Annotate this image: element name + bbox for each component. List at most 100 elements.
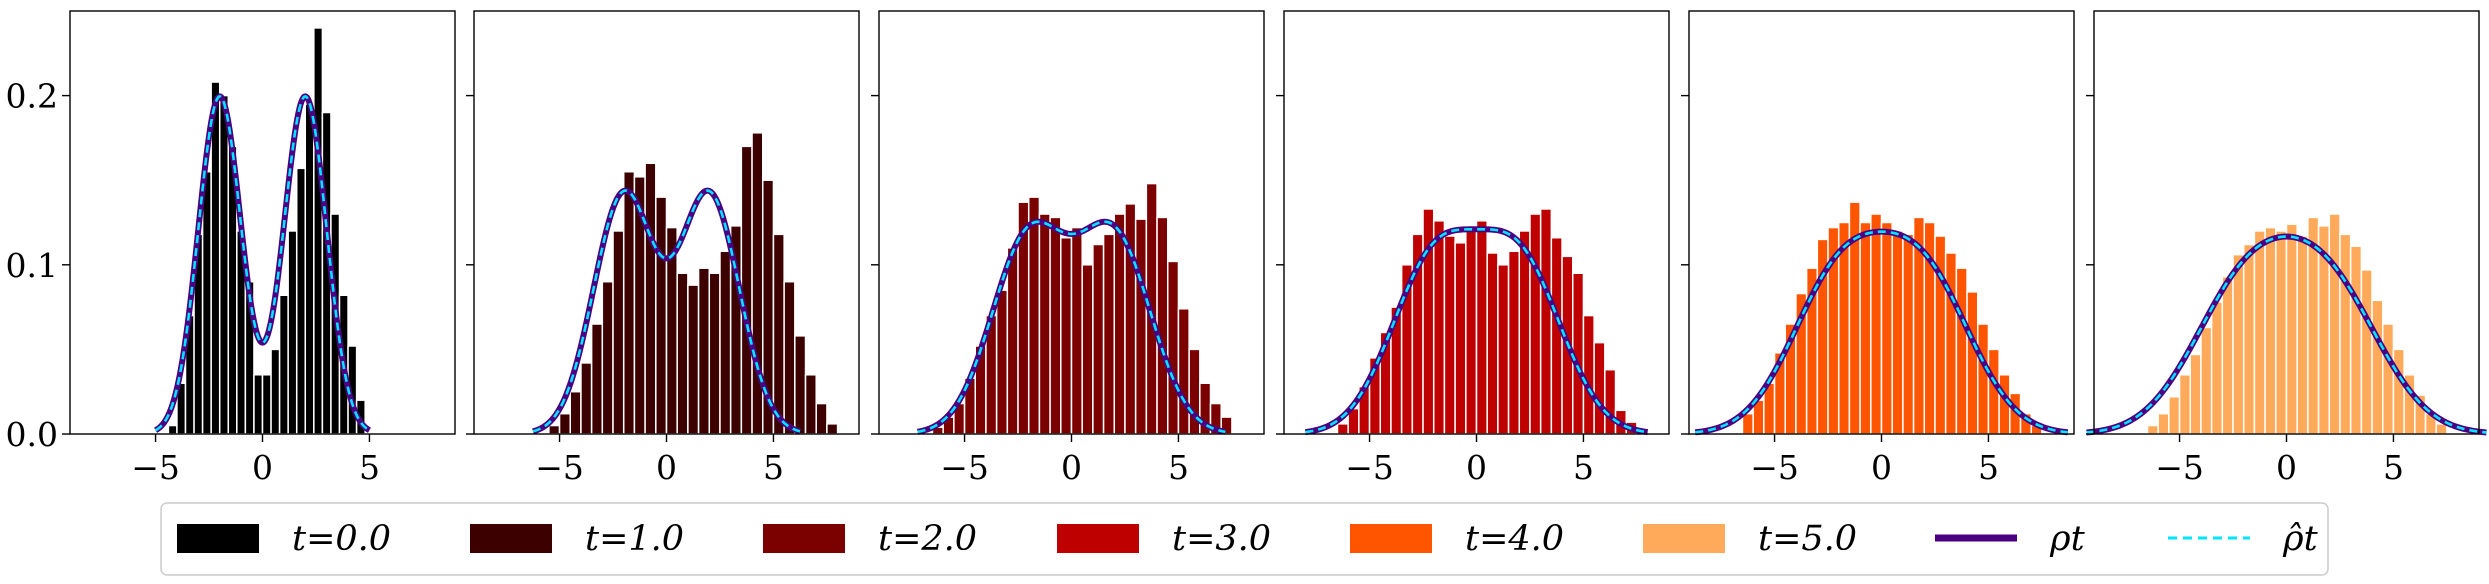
histogram-bar xyxy=(2242,243,2256,435)
histogram-bar xyxy=(580,362,593,435)
histogram-bar xyxy=(548,424,561,435)
x-tick-label: 0 xyxy=(2276,448,2297,487)
panel-5: −5 0 5 xyxy=(2085,10,2488,487)
histogram-bars xyxy=(1336,208,1638,435)
histogram-bar xyxy=(697,267,711,435)
y-tick-label: 0.2 xyxy=(6,77,58,116)
histogram-bar xyxy=(676,272,689,435)
histogram-bar xyxy=(1966,291,1979,435)
histogram-bars xyxy=(167,27,366,435)
histogram-bar xyxy=(1006,247,1019,435)
histogram-bar xyxy=(1507,250,1521,435)
x-tick-label: 0 xyxy=(1061,448,1082,487)
legend-item: t=5.0 xyxy=(1643,519,1857,559)
histogram-bar xyxy=(1944,252,1958,435)
histogram-bar xyxy=(2360,269,2373,435)
histogram-bar xyxy=(1593,341,1606,435)
histogram-bar xyxy=(278,294,289,435)
histogram-bar xyxy=(1177,308,1190,435)
legend: t=0.0 t=1.0 t=2.0 t=3.0 t=4.0 t=5.0 ρt ρ̂t xyxy=(160,502,2329,576)
histogram-bar xyxy=(2146,424,2159,435)
legend-swatch xyxy=(1350,524,1432,553)
histogram-bar xyxy=(2264,226,2277,435)
x-tick-label: 0 xyxy=(656,448,677,487)
x-tick-label: 5 xyxy=(359,448,380,487)
histogram-bar xyxy=(2339,233,2352,435)
histogram-bar xyxy=(644,162,657,435)
legend-label: t=0.0 xyxy=(292,519,391,559)
histogram-bars xyxy=(1741,201,2043,435)
x-tick-label: 0 xyxy=(252,448,273,487)
x-tick-label: −5 xyxy=(1750,448,1799,487)
histogram-bar xyxy=(1167,260,1180,435)
histogram-bar xyxy=(2178,374,2192,435)
legend-swatch xyxy=(470,524,552,553)
histogram-bar xyxy=(210,81,221,435)
panel-4: −5 0 5 xyxy=(1681,10,2075,487)
histogram-bar xyxy=(558,412,571,435)
histogram-bar xyxy=(2221,275,2234,435)
x-tick-label: −5 xyxy=(131,448,180,487)
histogram-bar xyxy=(2168,396,2181,435)
histogram-bar xyxy=(1092,243,1105,435)
histogram-bar xyxy=(569,390,582,435)
histogram-bar xyxy=(1529,213,1542,435)
x-tick-label: 5 xyxy=(2383,448,2404,487)
histogram-bar xyxy=(815,402,828,435)
histogram-bar xyxy=(167,424,178,435)
histogram-bar xyxy=(1465,230,1478,435)
histogram-bar xyxy=(2189,353,2202,435)
histogram-bar xyxy=(313,27,324,435)
histogram-bar xyxy=(2275,230,2288,435)
legend-item: t=0.0 xyxy=(177,519,391,559)
histogram-bar xyxy=(2253,230,2266,435)
x-tick-label: −5 xyxy=(2155,448,2204,487)
histogram-bar xyxy=(794,335,807,435)
histogram-bar xyxy=(1880,221,1893,435)
histogram-bar xyxy=(1113,213,1126,435)
legend-label: t=2.0 xyxy=(878,519,977,559)
legend-swatch xyxy=(177,524,259,553)
histogram-bar xyxy=(261,374,272,435)
histogram-bar xyxy=(2349,245,2363,435)
histogram-bar xyxy=(612,230,625,435)
x-tick-label: −5 xyxy=(1345,448,1394,487)
rho-hat-curve xyxy=(917,220,1226,434)
legend-swatch xyxy=(763,524,845,553)
histogram-bar xyxy=(253,374,264,435)
axes-frame xyxy=(69,10,456,435)
histogram-bar xyxy=(751,132,764,435)
histogram-bar xyxy=(218,94,230,435)
x-tick-label: 5 xyxy=(1573,448,1594,487)
legend-box xyxy=(160,502,2329,576)
histogram-bar xyxy=(2296,235,2309,435)
histogram-bar xyxy=(783,280,796,435)
histogram-bar xyxy=(1902,233,1915,435)
x-tick-label: 0 xyxy=(1871,448,1892,487)
panel-2: −5 0 5 xyxy=(871,10,1265,487)
panel-1: −5 0 5 xyxy=(466,10,860,487)
panels: −5 0 5 0.0 0.1 0.2 −5 0 5 −5 0 5 −5 0 5 −5 0 5 −5 0 5 xyxy=(6,10,2488,487)
rho-curve xyxy=(531,187,802,435)
legend-label: t=3.0 xyxy=(1172,519,1271,559)
histogram-bar xyxy=(1081,264,1094,435)
x-tick-label: −5 xyxy=(535,448,584,487)
histogram-bar xyxy=(2232,253,2245,435)
histogram-bar xyxy=(1156,216,1169,435)
histogram-bar xyxy=(1027,196,1041,435)
histogram-bar xyxy=(1977,323,1990,435)
histogram-bar xyxy=(1070,226,1083,435)
legend-item: ρ̂t xyxy=(2168,519,2319,559)
histogram-bar xyxy=(287,230,298,435)
x-tick-label: −5 xyxy=(940,448,989,487)
histogram-bar xyxy=(1443,235,1456,435)
legend-label: ρt xyxy=(2049,519,2086,559)
histogram-bar xyxy=(270,348,281,435)
histogram-bar xyxy=(2371,299,2384,435)
histogram-bar xyxy=(1454,242,1467,435)
rho-hat-curve xyxy=(2086,235,2487,434)
histogram-bar xyxy=(601,280,614,435)
histogram-bar xyxy=(719,250,732,435)
histogram-bar xyxy=(1060,236,1073,435)
